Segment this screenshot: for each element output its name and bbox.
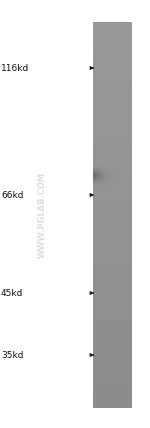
Text: 35kd: 35kd [1, 351, 24, 360]
Text: 45kd: 45kd [1, 288, 23, 297]
Text: 116kd: 116kd [1, 63, 29, 72]
Text: WWW.PGLAB.COM: WWW.PGLAB.COM [37, 172, 46, 258]
Text: 66kd: 66kd [1, 190, 24, 199]
